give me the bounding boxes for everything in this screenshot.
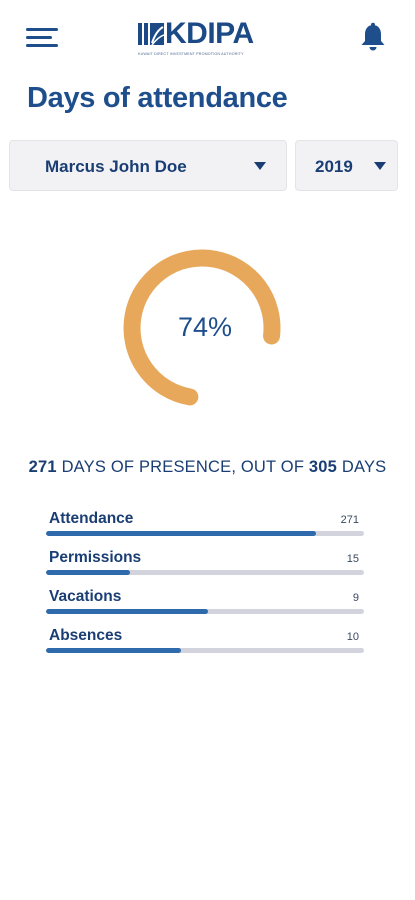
stat-vacations: Vacations 9 [46,588,364,627]
logo-subtitle: KUWAIT DIRECT INVESTMENT PROMOTION AUTHO… [138,52,244,56]
progress-fill [46,570,131,575]
stat-label: Attendance [49,510,134,527]
stat-absences: Absences 10 [46,627,364,666]
chevron-down-icon [254,162,266,170]
stat-label: Permissions [49,549,142,566]
stat-value: 9 [352,592,359,604]
hamburger-menu-icon[interactable] [26,26,60,50]
employee-select[interactable]: Marcus John Doe [9,140,287,191]
summary-text-middle: DAYS OF PRESENCE, OUT OF [56,458,309,476]
progress-track [46,648,364,653]
stat-value: 15 [346,553,359,565]
progress-fill [46,609,209,614]
stat-label: Absences [49,627,123,644]
present-days: 271 [28,458,57,476]
chevron-down-icon [374,162,386,170]
kdipa-logo: KDIPA KUWAIT DIRECT INVESTMENT PROMOTION… [138,18,272,60]
attendance-stats: Attendance 271 Permissions 15 Vacations … [46,510,364,666]
stat-value: 271 [340,514,359,526]
presence-summary: 271 DAYS OF PRESENCE, OUT OF 305 DAYS [0,458,415,477]
employee-select-value: Marcus John Doe [45,157,187,176]
gauge-arc [123,249,281,407]
year-select[interactable]: 2019 [295,140,398,191]
year-select-value: 2019 [315,157,353,176]
stat-label: Vacations [49,588,122,605]
total-days: 305 [308,458,338,476]
progress-track [46,609,364,614]
progress-track [46,531,364,536]
stat-permissions: Permissions 15 [46,549,364,588]
stat-value: 10 [346,631,359,643]
top-bar: KDIPA KUWAIT DIRECT INVESTMENT PROMOTION… [0,0,415,76]
attendance-gauge [123,249,281,407]
logo-text: KDIPA [165,17,254,50]
progress-fill [46,531,317,536]
gauge-percent-label: 74% [177,312,233,342]
logo-mark-icon [138,23,164,46]
stat-attendance: Attendance 271 [46,510,364,549]
progress-fill [46,648,182,653]
bell-icon[interactable] [358,22,388,54]
progress-track [46,570,364,575]
page-title: Days of attendance [27,82,288,114]
summary-text-end: DAYS [337,458,387,476]
